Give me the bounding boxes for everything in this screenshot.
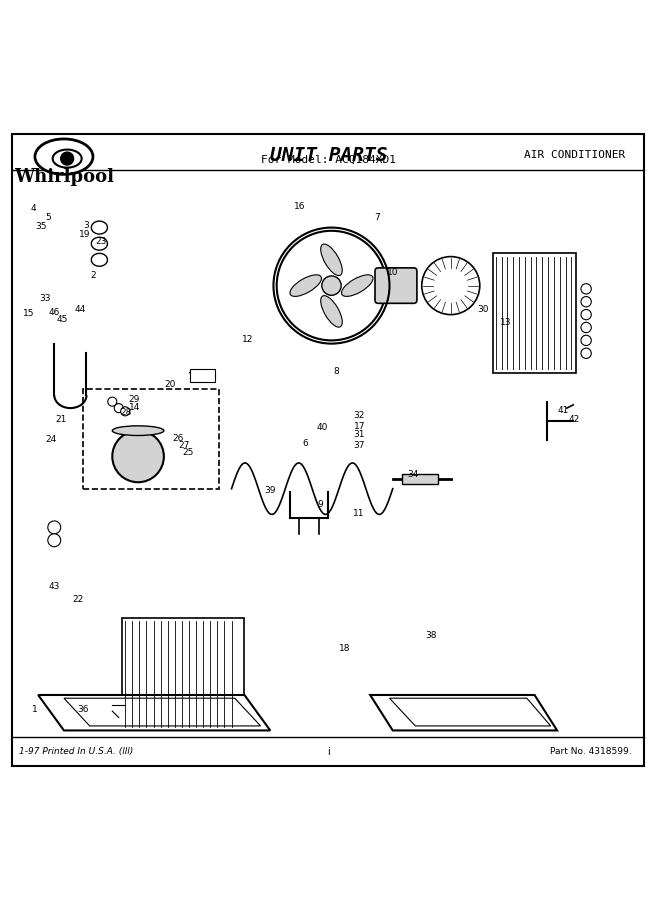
Text: 19: 19 — [79, 230, 91, 239]
Text: 8: 8 — [333, 367, 339, 376]
Circle shape — [581, 348, 591, 358]
Text: 2: 2 — [90, 272, 96, 281]
Text: 31: 31 — [353, 430, 365, 439]
Circle shape — [61, 152, 74, 165]
Ellipse shape — [342, 274, 373, 296]
Text: 4: 4 — [30, 203, 36, 212]
FancyBboxPatch shape — [375, 268, 417, 303]
Text: 18: 18 — [338, 644, 350, 653]
Text: 44: 44 — [74, 305, 85, 314]
Ellipse shape — [53, 149, 82, 167]
Text: 17: 17 — [353, 422, 365, 431]
Text: 11: 11 — [353, 508, 364, 518]
Text: For Model: ACQ184XD1: For Model: ACQ184XD1 — [261, 155, 396, 165]
Circle shape — [581, 297, 591, 307]
Text: 12: 12 — [242, 335, 254, 344]
Text: 16: 16 — [293, 202, 305, 211]
Text: 21: 21 — [55, 415, 67, 424]
Text: 32: 32 — [353, 411, 365, 420]
Text: 20: 20 — [164, 380, 176, 389]
Text: 36: 36 — [78, 705, 89, 714]
Ellipse shape — [321, 295, 342, 327]
Text: 5: 5 — [45, 213, 51, 222]
Circle shape — [322, 276, 341, 295]
Text: 35: 35 — [36, 222, 47, 231]
Circle shape — [581, 310, 591, 320]
Text: 1-97 Printed In U.S.A. (lll): 1-97 Printed In U.S.A. (lll) — [19, 747, 133, 756]
Text: 6: 6 — [303, 439, 308, 448]
Text: 39: 39 — [265, 486, 276, 495]
Text: Part No. 4318599.: Part No. 4318599. — [550, 747, 631, 756]
Text: 28: 28 — [121, 408, 132, 417]
Text: 10: 10 — [387, 268, 398, 277]
Text: 34: 34 — [408, 470, 419, 479]
FancyBboxPatch shape — [493, 254, 576, 373]
Circle shape — [276, 230, 386, 340]
Text: i: i — [327, 747, 330, 757]
Text: 15: 15 — [23, 309, 34, 318]
Polygon shape — [370, 695, 557, 731]
Ellipse shape — [35, 139, 93, 175]
Text: 13: 13 — [500, 318, 511, 327]
Text: 33: 33 — [39, 294, 50, 303]
Text: 14: 14 — [129, 403, 141, 412]
Ellipse shape — [112, 426, 164, 436]
Text: 26: 26 — [172, 434, 184, 443]
Text: 9: 9 — [317, 500, 323, 509]
Circle shape — [121, 407, 130, 416]
Circle shape — [48, 521, 61, 534]
Circle shape — [48, 534, 61, 546]
Text: 7: 7 — [374, 213, 379, 222]
Ellipse shape — [321, 244, 342, 275]
Circle shape — [581, 335, 591, 346]
Text: 40: 40 — [316, 423, 327, 432]
Ellipse shape — [290, 274, 321, 296]
FancyBboxPatch shape — [402, 474, 438, 484]
Text: 23: 23 — [96, 238, 107, 247]
Circle shape — [422, 256, 480, 315]
Polygon shape — [38, 695, 270, 731]
Text: 46: 46 — [49, 308, 60, 317]
Text: 27: 27 — [179, 441, 190, 450]
Text: 42: 42 — [569, 415, 580, 424]
FancyBboxPatch shape — [190, 369, 215, 382]
Circle shape — [108, 397, 117, 406]
Text: AIR CONDITIONER: AIR CONDITIONER — [524, 150, 625, 160]
Text: 43: 43 — [49, 582, 60, 591]
Text: 45: 45 — [57, 315, 68, 324]
Text: 29: 29 — [128, 395, 140, 404]
Text: 25: 25 — [182, 448, 194, 457]
Text: 41: 41 — [558, 406, 569, 415]
Text: 24: 24 — [46, 435, 57, 444]
Circle shape — [581, 284, 591, 294]
Circle shape — [112, 431, 164, 482]
Text: 30: 30 — [477, 305, 489, 314]
FancyBboxPatch shape — [122, 617, 244, 731]
Text: 22: 22 — [72, 595, 83, 604]
Text: 37: 37 — [353, 441, 365, 450]
Text: 3: 3 — [83, 221, 89, 230]
Circle shape — [581, 322, 591, 333]
Text: UNIT PARTS: UNIT PARTS — [269, 146, 387, 165]
Circle shape — [114, 403, 123, 412]
Text: Whirlpool: Whirlpool — [14, 167, 114, 185]
Text: 1: 1 — [32, 705, 38, 714]
Text: 38: 38 — [426, 631, 437, 640]
